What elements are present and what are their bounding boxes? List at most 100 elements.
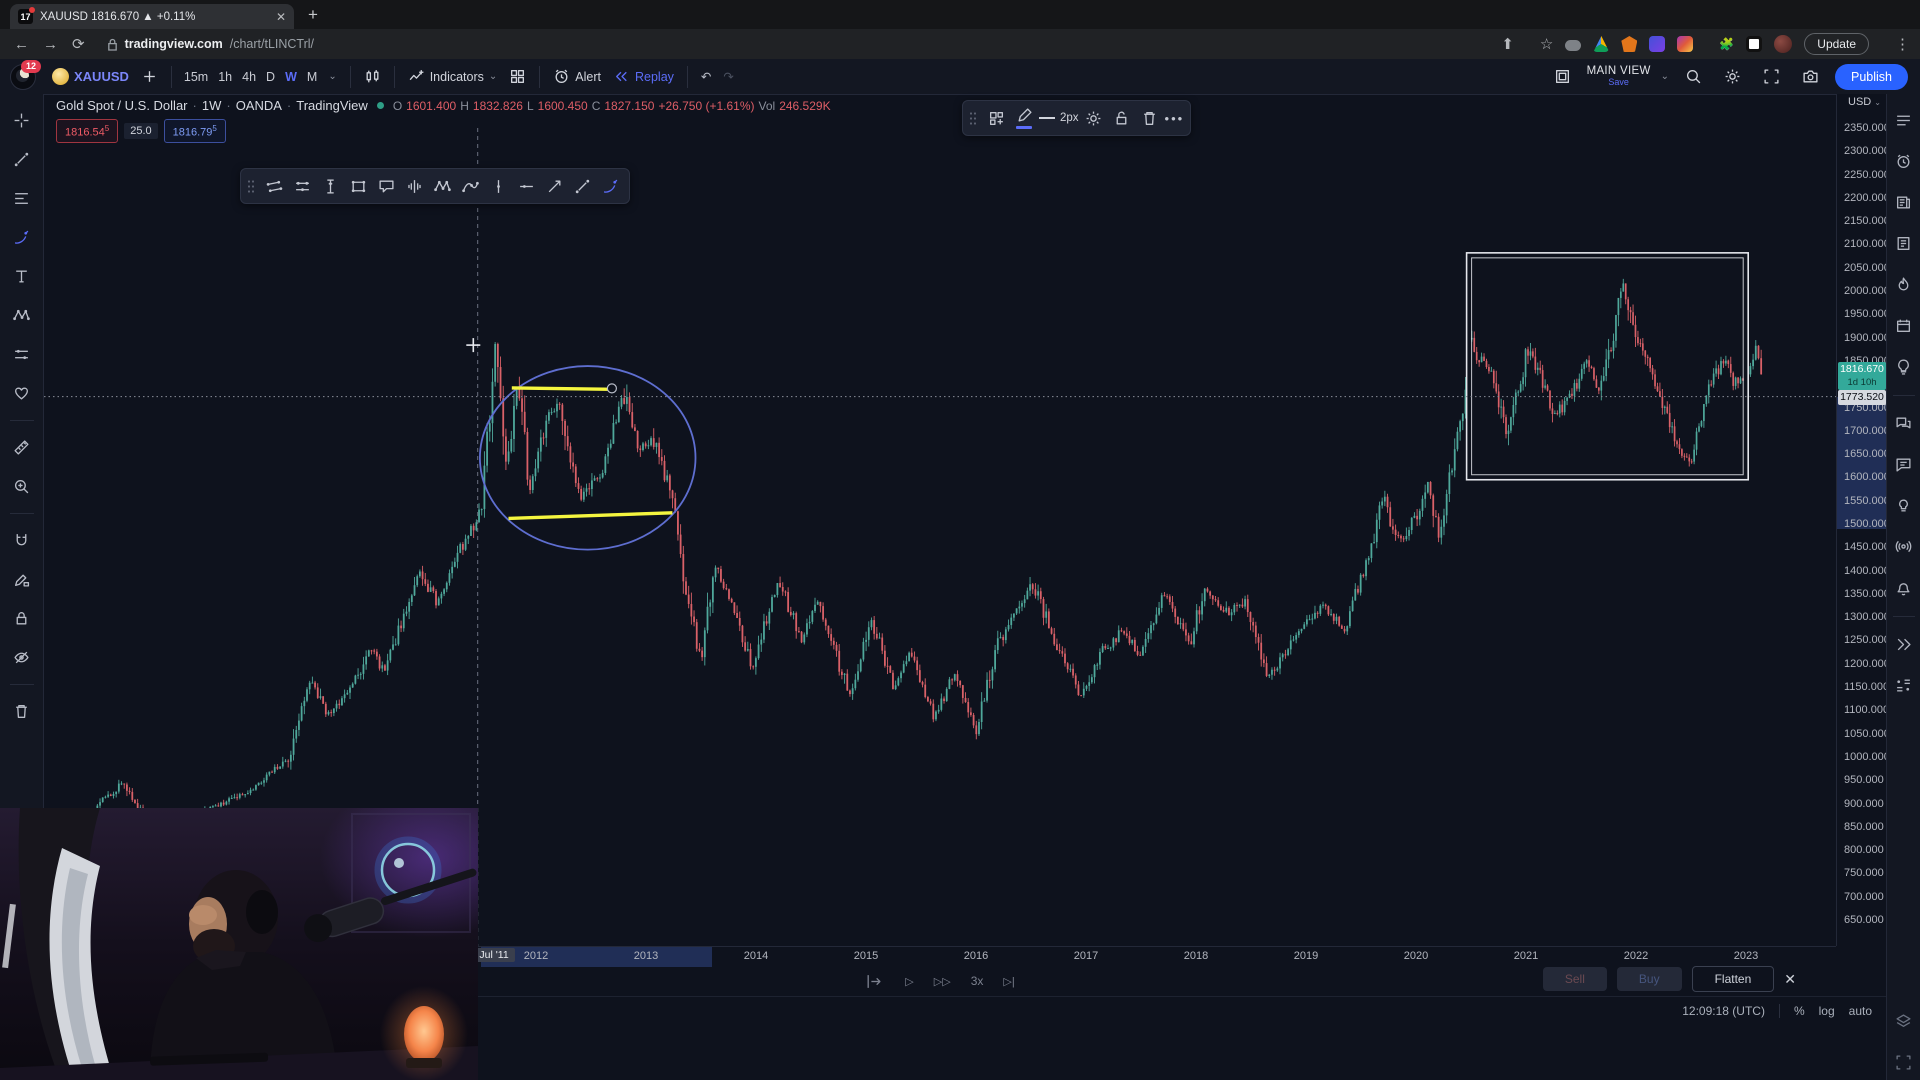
- expand-corner-icon[interactable]: [1892, 1050, 1916, 1074]
- price-scale-currency[interactable]: USD ⌄: [1848, 96, 1881, 108]
- replay-play-icon[interactable]: ▷: [905, 975, 914, 988]
- layout-select-icon[interactable]: [1548, 68, 1577, 85]
- wallet-extension-icon[interactable]: [1649, 36, 1666, 52]
- trend-line-tool-icon[interactable]: [569, 173, 595, 199]
- timeframe-15m[interactable]: 15m: [183, 69, 209, 84]
- brush-tool-active-icon[interactable]: [597, 173, 623, 199]
- replay-button[interactable]: Replay: [607, 68, 680, 85]
- close-panel-icon[interactable]: ✕: [1784, 970, 1796, 987]
- drawing-settings-icon[interactable]: [1081, 105, 1107, 131]
- share-icon[interactable]: ⬆: [1501, 36, 1514, 53]
- chart-style-candles-icon[interactable]: [358, 68, 387, 85]
- alert-button[interactable]: Alert: [547, 68, 607, 85]
- chart-legend[interactable]: Gold Spot / U.S. Dollar · 1W · OANDA · T…: [56, 98, 831, 113]
- redo-icon[interactable]: ↷: [723, 70, 734, 84]
- volume-profile-icon[interactable]: [401, 173, 427, 199]
- auto-scale-toggle[interactable]: auto: [1848, 1003, 1872, 1018]
- xabcd-pattern-icon[interactable]: [429, 173, 455, 199]
- extensions-puzzle-icon[interactable]: 🧩: [1719, 37, 1735, 51]
- compare-add-icon[interactable]: [135, 68, 164, 85]
- symbol-button[interactable]: XAUUSD: [46, 68, 135, 85]
- undo-icon[interactable]: ↶: [700, 70, 712, 84]
- drawing-handle[interactable]: [606, 383, 618, 394]
- forward-icon[interactable]: →: [43, 35, 58, 53]
- hide-drawings-icon[interactable]: [8, 643, 36, 671]
- crosshair-tool-icon[interactable]: [8, 106, 36, 134]
- parallel-channel-icon[interactable]: [261, 173, 287, 199]
- line-width-button[interactable]: 2px: [1039, 112, 1079, 124]
- ideas-bulb-icon[interactable]: [1892, 354, 1916, 378]
- position-tool-icon[interactable]: [8, 340, 36, 368]
- jump-to-bar-icon[interactable]: [865, 973, 885, 990]
- timeframe-M[interactable]: M: [306, 69, 318, 84]
- public-chats-icon[interactable]: [1892, 411, 1916, 435]
- sell-button[interactable]: Sell: [1542, 967, 1607, 991]
- replay-forward-icon[interactable]: ▷▷: [933, 975, 951, 988]
- price-range-icon[interactable]: [317, 173, 343, 199]
- layout-menu-icon[interactable]: ⌄: [1660, 71, 1669, 82]
- rectangle-tool-icon[interactable]: [345, 173, 371, 199]
- user-avatar[interactable]: 12: [10, 59, 41, 90]
- browser-profile-avatar[interactable]: [1774, 35, 1793, 53]
- zoom-in-icon[interactable]: [8, 472, 36, 500]
- more-options-icon[interactable]: •••: [1164, 110, 1185, 126]
- address-field[interactable]: tradingview.com/chart/tLINCTrl/: [107, 37, 314, 51]
- replay-to-end-icon[interactable]: ▷|: [1003, 975, 1015, 988]
- metamask-extension-icon[interactable]: [1621, 36, 1638, 52]
- snapshot-camera-icon[interactable]: [1796, 68, 1825, 85]
- utc-clock[interactable]: 12:09:18 (UTC): [1682, 1003, 1765, 1018]
- layers-icon[interactable]: [1892, 1009, 1916, 1033]
- live-broadcast-icon[interactable]: [1892, 534, 1916, 558]
- bw-extension-icon[interactable]: [1746, 36, 1763, 52]
- hotlists-flame-icon[interactable]: [1892, 272, 1916, 296]
- elliott-wave-icon[interactable]: [457, 173, 483, 199]
- fullscreen-icon[interactable]: [1757, 68, 1786, 85]
- inset-box-border[interactable]: [1465, 252, 1749, 481]
- yellow-level-line-2[interactable]: [508, 511, 673, 521]
- yellow-level-line-1[interactable]: [511, 386, 612, 392]
- watchlist-icon[interactable]: [1892, 108, 1916, 132]
- time-axis[interactable]: 2012 2013 2014 2015 2016 2017 2018 2019 2020 2021…: [44, 946, 1836, 967]
- line-color-icon[interactable]: [1011, 105, 1037, 131]
- timeframe-D[interactable]: D: [266, 69, 276, 84]
- callout-icon[interactable]: [373, 173, 399, 199]
- notifications-bell-icon[interactable]: [1892, 575, 1916, 599]
- cloud-extension-icon[interactable]: [1565, 40, 1582, 51]
- vertical-line-icon[interactable]: [485, 173, 511, 199]
- update-button[interactable]: Update: [1804, 33, 1869, 55]
- reload-icon[interactable]: ⟳: [72, 36, 85, 53]
- text-tool-icon[interactable]: [8, 262, 36, 290]
- flatten-button[interactable]: Flatten: [1691, 966, 1775, 992]
- settings-gear-icon[interactable]: [1718, 68, 1747, 85]
- fib-retracement-icon[interactable]: [8, 184, 36, 212]
- indicators-button[interactable]: Indicators ⌄: [402, 68, 504, 85]
- timeframe-1h[interactable]: 1h: [218, 69, 233, 84]
- remove-drawings-icon[interactable]: [8, 697, 36, 725]
- object-tree-icon[interactable]: [1892, 673, 1916, 697]
- drawing-properties-toolbar[interactable]: 2px •••: [962, 100, 1192, 136]
- ellipse-drawing[interactable]: [479, 365, 697, 551]
- bookmark-star-icon[interactable]: ☆: [1539, 36, 1554, 53]
- trend-line-icon[interactable]: [8, 145, 36, 173]
- streams-icon[interactable]: [1892, 493, 1916, 517]
- buy-price-button[interactable]: 1816.795: [163, 119, 226, 143]
- new-tab-button[interactable]: +: [308, 5, 318, 24]
- delete-drawing-icon[interactable]: [1137, 105, 1163, 131]
- layout-name-button[interactable]: MAIN VIEW Save: [1587, 65, 1651, 88]
- arrow-tool-icon[interactable]: [541, 173, 567, 199]
- percent-scale-toggle[interactable]: %: [1793, 1003, 1805, 1018]
- drawing-mode-icon[interactable]: [8, 565, 36, 593]
- flat-channel-icon[interactable]: [289, 173, 315, 199]
- alerts-clock-icon[interactable]: [1892, 149, 1916, 173]
- tab-close-icon[interactable]: ✕: [275, 9, 286, 24]
- magnet-icon[interactable]: [8, 526, 36, 554]
- instagram-extension-icon[interactable]: [1677, 36, 1694, 52]
- unlock-icon[interactable]: [1109, 105, 1135, 131]
- back-icon[interactable]: ←: [14, 35, 29, 53]
- timeframe-W[interactable]: W: [285, 69, 297, 84]
- replay-speed-button[interactable]: 3x: [970, 974, 984, 988]
- buy-button[interactable]: Buy: [1616, 967, 1682, 991]
- log-scale-toggle[interactable]: log: [1818, 1003, 1835, 1018]
- search-icon[interactable]: [1679, 68, 1708, 85]
